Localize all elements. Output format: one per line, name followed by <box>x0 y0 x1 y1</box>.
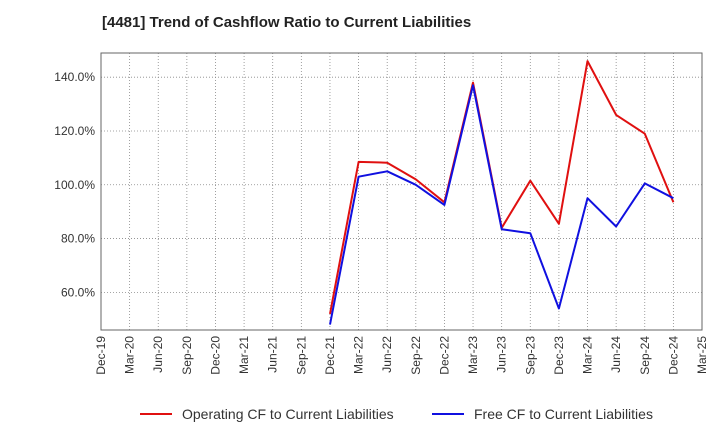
series-line-free-cf <box>329 84 674 325</box>
plot-frame <box>100 52 703 331</box>
x-tick-label: Mar-24 <box>581 336 595 374</box>
x-tick-label: Jun-24 <box>609 336 623 373</box>
x-tick-label: Jun-22 <box>380 336 394 373</box>
x-tick-label: Dec-20 <box>208 336 222 375</box>
y-axis-ticks: 60.0% 80.0% 100.0% 120.0% 140.0% <box>54 70 95 299</box>
x-tick-label: Sep-24 <box>638 336 652 375</box>
y-tick-label: 100.0% <box>54 178 95 192</box>
legend-label: Free CF to Current Liabilities <box>474 406 653 422</box>
x-tick-label: Mar-20 <box>123 336 137 374</box>
y-tick-label: 60.0% <box>61 285 95 299</box>
x-tick-label: Dec-23 <box>552 336 566 375</box>
x-tick-label: Jun-20 <box>151 336 165 373</box>
x-tick-label: Sep-22 <box>409 336 423 375</box>
legend-label: Operating CF to Current Liabilities <box>182 406 394 422</box>
y-tick-label: 140.0% <box>54 70 95 84</box>
series-lines <box>329 60 675 325</box>
x-axis-ticks: Dec-19 Mar-20 Jun-20 Sep-20 Dec-20 Mar-21 Jun-… <box>94 336 709 375</box>
x-tick-label: Mar-25 <box>695 336 709 374</box>
legend: Operating CF to Current Liabilities Free … <box>140 406 653 422</box>
x-tick-label: Sep-20 <box>180 336 194 375</box>
x-tick-label: Dec-24 <box>666 336 680 375</box>
x-tick-label: Dec-21 <box>323 336 337 375</box>
x-tick-label: Sep-21 <box>294 336 308 375</box>
x-tick-label: Dec-19 <box>94 336 108 375</box>
y-tick-label: 80.0% <box>61 232 95 246</box>
x-tick-label: Jun-21 <box>266 336 280 373</box>
grid <box>100 53 703 330</box>
chart-title: [4481] Trend of Cashflow Ratio to Curren… <box>102 14 472 31</box>
x-tick-label: Mar-21 <box>237 336 251 374</box>
y-tick-label: 120.0% <box>54 124 95 138</box>
x-tick-label: Dec-22 <box>437 336 451 375</box>
x-tick-label: Jun-23 <box>495 336 509 373</box>
x-tick-label: Sep-23 <box>523 336 537 375</box>
x-tick-label: Mar-22 <box>352 336 366 374</box>
x-tick-label: Mar-23 <box>466 336 480 374</box>
